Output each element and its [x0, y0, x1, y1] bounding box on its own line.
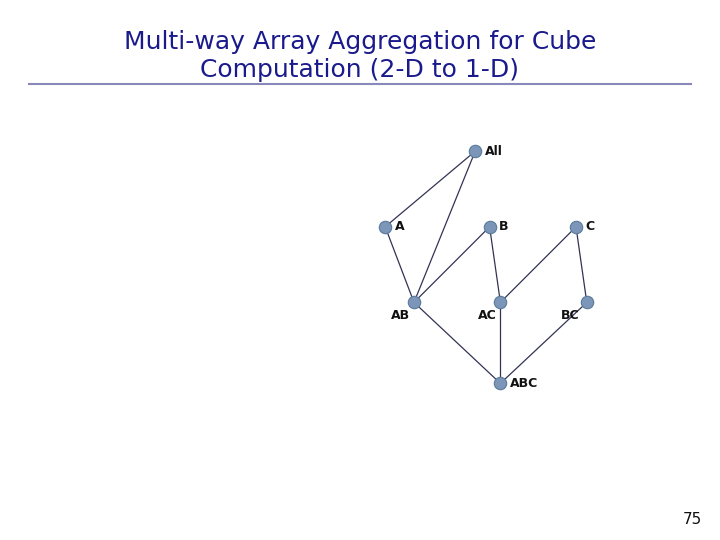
- Point: [469, 147, 481, 156]
- Point: [379, 222, 391, 231]
- Text: All: All: [485, 145, 503, 158]
- Point: [484, 222, 495, 231]
- Text: AB: AB: [391, 309, 410, 322]
- Text: Multi-way Array Aggregation for Cube
Computation (2-D to 1-D): Multi-way Array Aggregation for Cube Com…: [124, 30, 596, 82]
- Point: [495, 298, 506, 307]
- Point: [581, 298, 593, 307]
- Text: A: A: [395, 220, 404, 233]
- Text: BC: BC: [561, 309, 580, 322]
- Text: 75: 75: [683, 511, 702, 526]
- Point: [495, 379, 506, 388]
- Text: C: C: [585, 220, 595, 233]
- Text: AC: AC: [478, 309, 497, 322]
- Text: ABC: ABC: [510, 377, 538, 390]
- Text: B: B: [499, 220, 508, 233]
- Point: [570, 222, 582, 231]
- Point: [408, 298, 420, 307]
